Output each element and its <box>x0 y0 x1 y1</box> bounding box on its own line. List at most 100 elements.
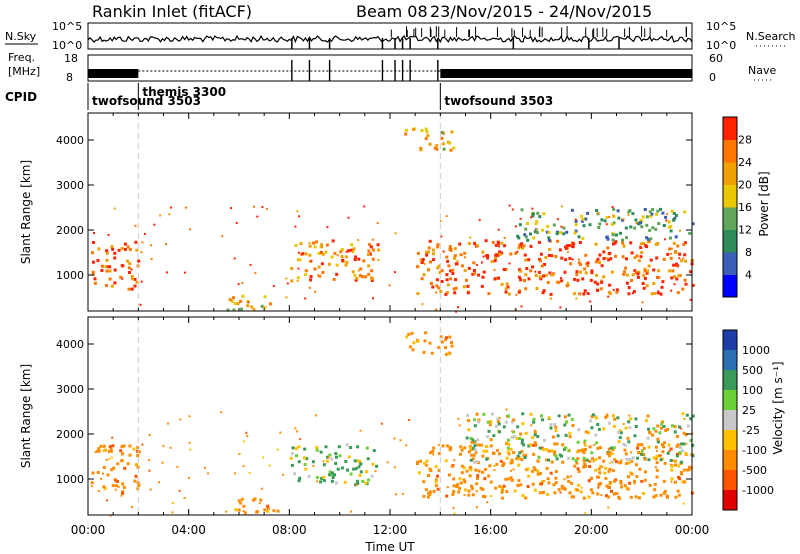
scatter-point <box>533 488 537 492</box>
scatter-point <box>641 301 644 304</box>
scatter-point <box>91 272 95 276</box>
scatter-point <box>322 475 326 479</box>
scatter-point <box>135 280 139 284</box>
scatter-point <box>524 258 528 262</box>
scatter-point <box>133 284 137 288</box>
scatter-point <box>114 488 117 491</box>
scatter-point <box>394 232 397 235</box>
scatter-point <box>468 446 472 450</box>
scatter-point <box>543 263 546 266</box>
scatter-point <box>167 422 170 425</box>
scatter-point <box>645 284 649 288</box>
scatter-point <box>451 272 455 275</box>
scatter-point <box>245 431 248 434</box>
scatter-point <box>533 230 537 234</box>
scatter-point <box>574 219 578 223</box>
scatter-point <box>670 289 673 292</box>
scatter-point <box>487 474 491 478</box>
scatter-point <box>309 275 313 278</box>
scatter-point <box>404 132 408 136</box>
scatter-point <box>524 273 528 277</box>
scatter-point <box>169 206 172 209</box>
date-range: 23/Nov/2015 - 24/Nov/2015 <box>430 2 652 21</box>
scatter-point <box>473 241 477 245</box>
scatter-point <box>296 210 299 213</box>
scatter-point <box>308 244 312 248</box>
scatter-point <box>526 485 530 488</box>
scatter-point <box>487 429 491 433</box>
scatter-point <box>268 464 271 467</box>
scatter-point <box>655 468 659 472</box>
scatter-point <box>549 423 553 427</box>
scatter-point <box>568 491 572 495</box>
scatter-point <box>408 345 412 349</box>
scatter-point <box>294 427 297 430</box>
scatter-point <box>598 261 602 264</box>
scatter-point <box>546 280 550 284</box>
scatter-point <box>296 276 300 280</box>
scatter-point <box>134 224 137 227</box>
scatter-point <box>532 452 536 456</box>
scatter-point <box>141 241 144 244</box>
scatter-point <box>516 425 520 429</box>
scatter-point <box>518 243 522 247</box>
scatter-point <box>667 225 671 229</box>
scatter-point <box>648 210 652 214</box>
scatter-point <box>91 471 95 475</box>
scatter-point <box>333 251 337 255</box>
cpid-segment-name: twofsound 3503 <box>92 94 201 108</box>
scatter-point <box>640 449 644 453</box>
scatter-point <box>307 474 311 478</box>
scatter-point <box>424 488 428 492</box>
scatter-point <box>587 431 590 435</box>
scatter-point <box>334 452 338 455</box>
scatter-point <box>677 274 681 278</box>
scatter-point <box>517 275 521 279</box>
scatter-point <box>573 464 577 468</box>
scatter-point <box>119 275 123 279</box>
scatter-point <box>108 265 112 269</box>
scatter-point <box>454 286 458 290</box>
scatter-point <box>334 461 338 465</box>
scatter-point <box>467 489 471 493</box>
scatter-point <box>623 484 627 488</box>
scatter-point <box>574 229 578 233</box>
scatter-point <box>531 265 534 269</box>
scatter-point <box>140 280 143 283</box>
scatter-point <box>293 472 297 476</box>
scatter-point <box>646 269 649 273</box>
scatter-point <box>556 218 559 221</box>
scatter-point <box>610 270 614 274</box>
scatter-point <box>616 209 620 213</box>
scatter-point <box>624 452 628 456</box>
scatter-point <box>346 249 350 253</box>
colorbar-swatch <box>723 184 737 208</box>
scatter-point <box>432 446 436 450</box>
scatter-point <box>648 228 652 232</box>
scatter-point <box>538 215 542 219</box>
scatter-point <box>335 263 339 267</box>
scatter-point <box>595 273 599 277</box>
scatter-point <box>566 281 569 284</box>
scatter-point <box>633 434 637 438</box>
scatter-point <box>586 211 590 215</box>
scatter-point <box>444 292 448 296</box>
scatter-point <box>486 501 489 504</box>
scatter-point <box>647 445 651 449</box>
scatter-point <box>386 461 389 464</box>
scatter-point <box>547 416 551 420</box>
scatter-point <box>347 455 351 459</box>
scatter-point <box>228 298 232 302</box>
scatter-point <box>423 262 426 265</box>
scatter-point <box>320 243 324 247</box>
scatter-point <box>640 251 644 254</box>
scatter-point <box>583 289 587 293</box>
scatter-point <box>633 269 637 273</box>
scatter-point <box>370 269 374 273</box>
scatter-point <box>676 244 680 248</box>
scatter-point <box>644 470 647 474</box>
scatter-point <box>581 236 585 240</box>
scatter-point <box>557 488 561 492</box>
scatter-point <box>589 419 593 423</box>
scatter-point <box>261 206 264 209</box>
